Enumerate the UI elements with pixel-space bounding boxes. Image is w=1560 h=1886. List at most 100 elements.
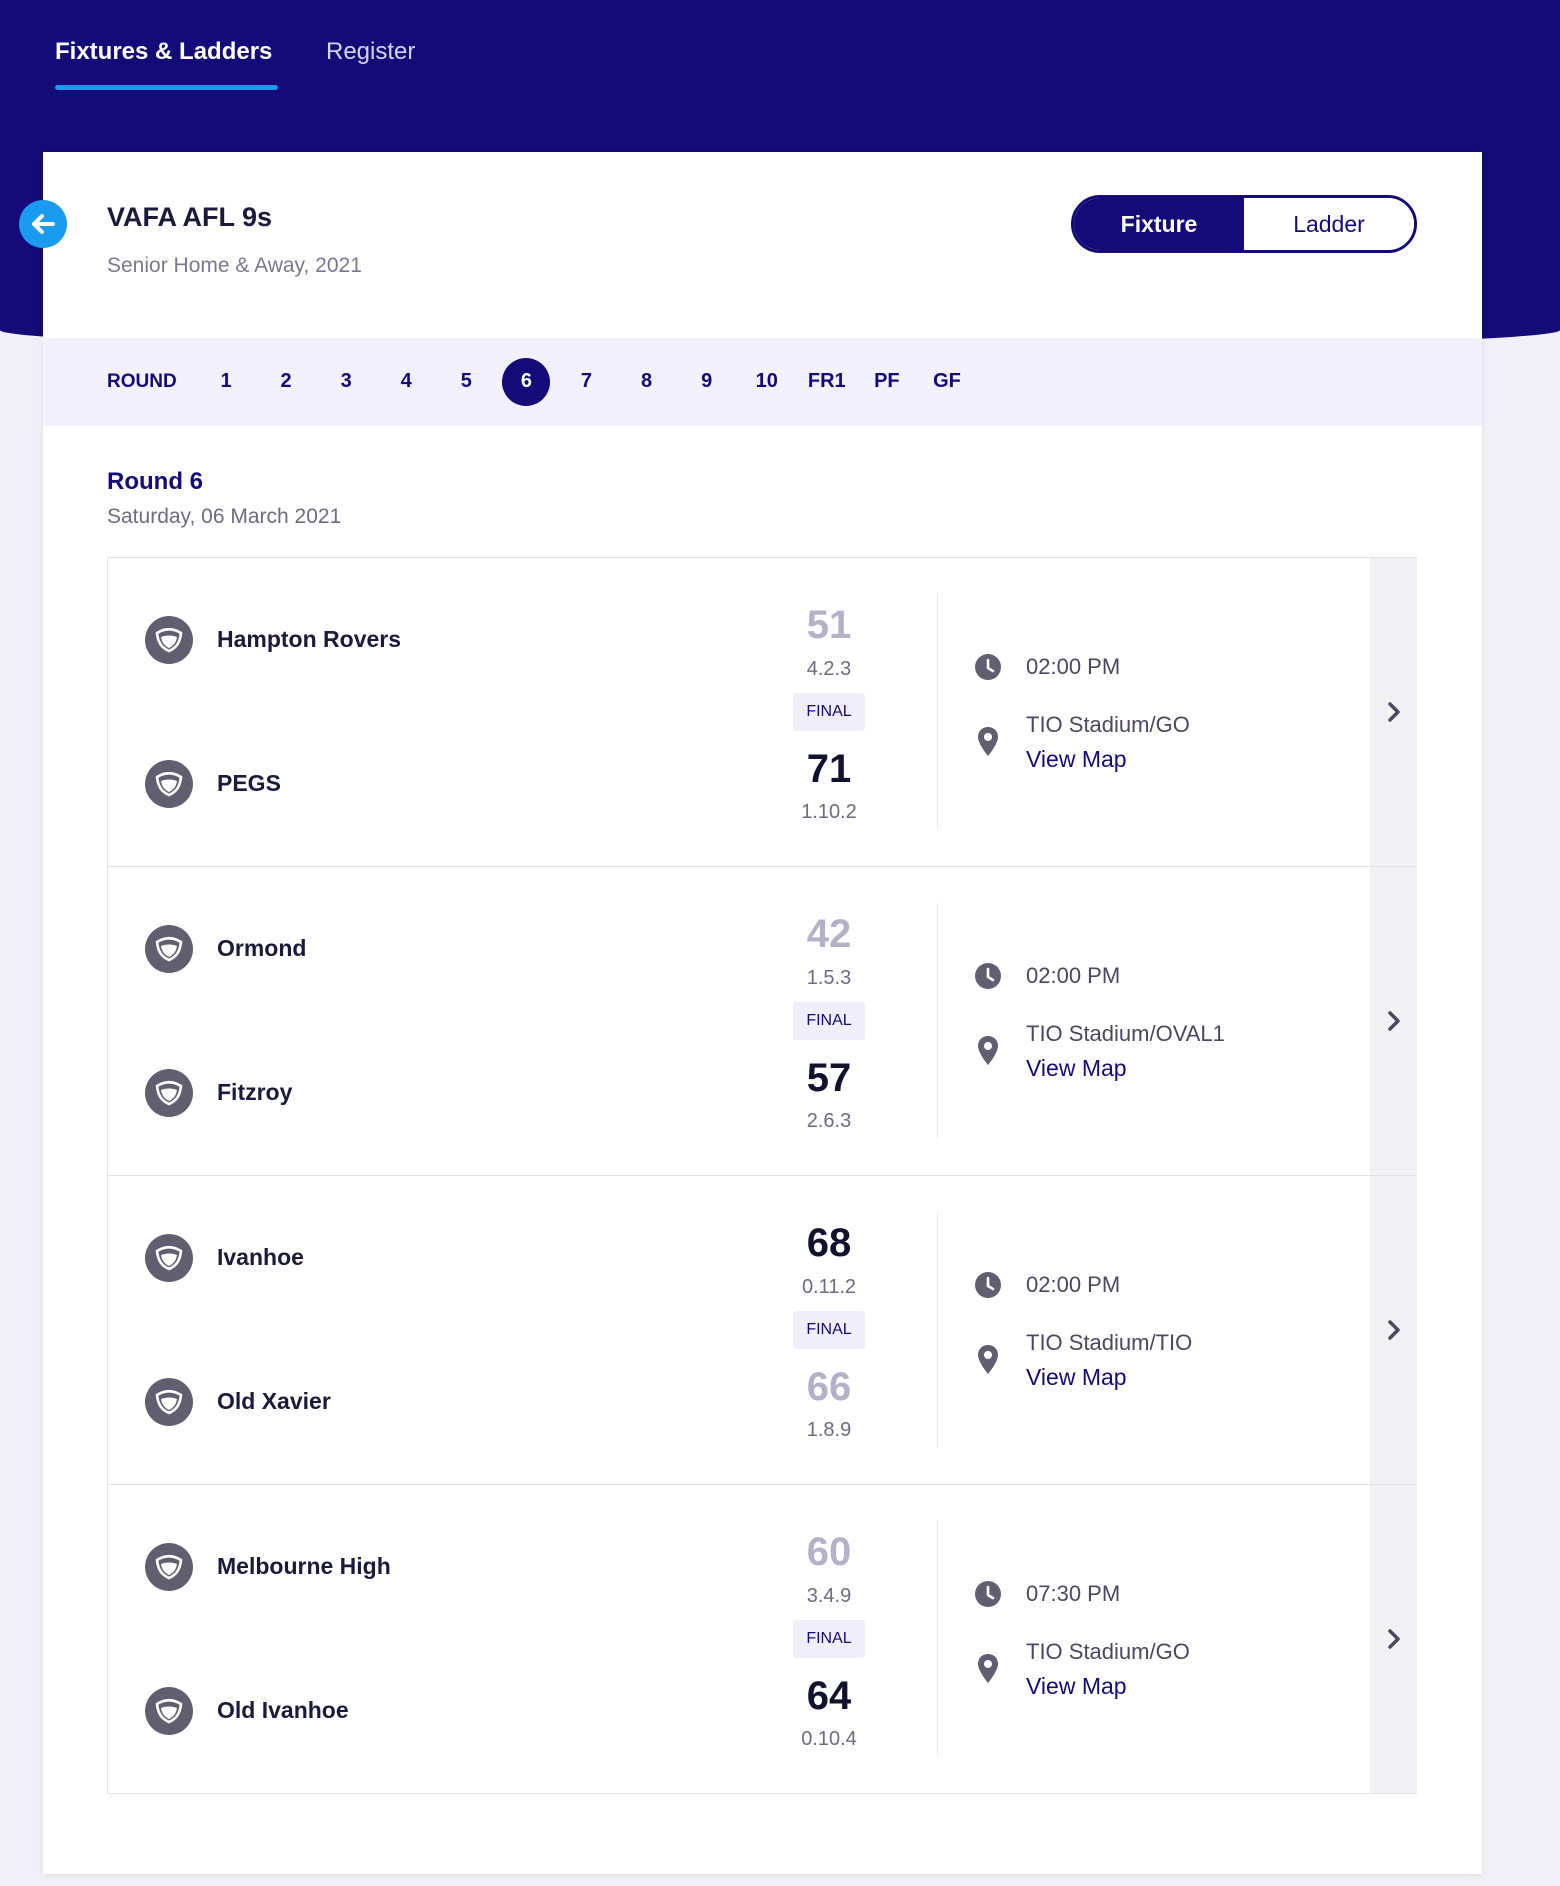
score-breakdown: 1.5.3 — [806, 967, 852, 989]
round-selected — [502, 358, 551, 406]
round-item[interactable]: 4 — [400, 370, 412, 392]
team-logo — [145, 1378, 193, 1426]
round-title: Round 6 — [107, 468, 203, 495]
match-row[interactable]: Ivanhoe 68 0.11.2 Old Xavier 66 1.8.9 FINAL 02:… — [107, 1175, 1417, 1485]
score-breakdown: 3.4.9 — [806, 1585, 852, 1607]
score-breakdown: 4.2.3 — [806, 658, 852, 680]
divider — [937, 1521, 938, 1756]
team-score: 71 — [806, 747, 852, 791]
team-name: Ormond — [217, 935, 307, 961]
round-item[interactable]: 1 — [220, 370, 232, 392]
chevron — [1382, 1007, 1406, 1040]
venue: TIO Stadium/GO — [1026, 712, 1190, 737]
toggle-option[interactable]: Ladder — [1244, 198, 1414, 250]
view-map-link[interactable]: View Map — [1026, 1055, 1127, 1081]
score-breakdown: 2.6.3 — [806, 1110, 852, 1132]
team-logo — [145, 1687, 193, 1735]
score-breakdown: 1.8.9 — [806, 1419, 852, 1441]
team-score: 64 — [806, 1674, 852, 1718]
round-item[interactable]: 9 — [701, 370, 713, 392]
tab-underline — [55, 85, 278, 90]
match-time: 02:00 PM — [1026, 1272, 1121, 1297]
match-row[interactable]: Ormond 42 1.5.3 Fitzroy 57 2.6.3 FINAL 02:00 PM… — [107, 866, 1417, 1176]
view-map-link[interactable]: View Map — [1026, 1673, 1127, 1699]
round-date: Saturday, 06 March 2021 — [107, 505, 342, 528]
chevron — [1382, 1625, 1406, 1658]
back-button[interactable] — [19, 200, 67, 248]
round-item[interactable]: 6 — [520, 370, 532, 392]
team-name: PEGS — [217, 770, 281, 796]
pin-icon — [976, 726, 1000, 763]
team-score: 42 — [806, 912, 852, 956]
clock-icon — [974, 1271, 1002, 1304]
team-logo — [145, 1543, 193, 1591]
team-logo — [145, 616, 193, 664]
nav-tab[interactable]: Register — [326, 38, 416, 65]
team-name: Fitzroy — [217, 1079, 293, 1105]
team-score: 57 — [806, 1056, 852, 1100]
divider — [937, 594, 938, 829]
round-item[interactable]: 8 — [640, 370, 653, 392]
status-badge: FINAL — [793, 1620, 865, 1658]
divider — [937, 1212, 938, 1447]
chevron — [1382, 1316, 1406, 1349]
team-logo — [145, 1234, 193, 1282]
round-label: ROUND — [107, 371, 177, 392]
score-breakdown: 0.10.4 — [801, 1728, 857, 1750]
pin-icon — [976, 1035, 1000, 1072]
competition-subtitle: Senior Home & Away, 2021 — [107, 254, 362, 277]
status-badge: FINAL — [793, 693, 865, 731]
venue: TIO Stadium/OVAL1 — [1026, 1021, 1225, 1046]
round-item[interactable]: 7 — [580, 370, 593, 392]
match-time: 07:30 PM — [1026, 1581, 1121, 1606]
clock-icon — [974, 962, 1002, 995]
round-item[interactable]: 3 — [340, 370, 352, 392]
view-toggle: Fixture Ladder — [1071, 195, 1417, 253]
pin-icon — [976, 1653, 1000, 1690]
view-map-link[interactable]: View Map — [1026, 746, 1127, 772]
row-arrow-strip[interactable] — [1370, 558, 1417, 866]
nav-tab[interactable]: Fixtures & Ladders — [55, 38, 273, 65]
divider — [937, 903, 938, 1138]
view-map-link[interactable]: View Map — [1026, 1364, 1127, 1390]
pin-icon — [976, 1344, 1000, 1381]
round-item[interactable]: 5 — [460, 370, 472, 392]
venue: TIO Stadium/GO — [1026, 1639, 1190, 1664]
team-name: Melbourne High — [217, 1553, 391, 1579]
match-time: 02:00 PM — [1026, 963, 1121, 988]
status-badge: FINAL — [793, 1311, 865, 1349]
round-item[interactable]: FR1 — [807, 370, 846, 392]
row-arrow-strip[interactable] — [1370, 867, 1417, 1175]
venue: TIO Stadium/TIO — [1026, 1330, 1193, 1355]
team-name: Old Xavier — [217, 1388, 331, 1414]
score-breakdown: 1.10.2 — [801, 801, 857, 823]
status-badge: FINAL — [793, 1002, 865, 1040]
team-score: 68 — [806, 1221, 852, 1265]
match-time: 02:00 PM — [1026, 654, 1121, 679]
team-score: 60 — [806, 1530, 852, 1574]
team-logo — [145, 760, 193, 808]
score-breakdown: 0.11.2 — [801, 1276, 857, 1298]
match-row[interactable]: Melbourne High 60 3.4.9 Old Ivanhoe 64 0.10.4… — [107, 1484, 1417, 1794]
team-name: Ivanhoe — [217, 1244, 304, 1270]
competition-title: VAFA AFL 9s — [107, 202, 273, 232]
match-row[interactable]: Hampton Rovers 51 4.2.3 PEGS 71 1.10.2 FINAL 02… — [107, 557, 1417, 867]
team-name: Old Ivanhoe — [217, 1697, 349, 1723]
team-name: Hampton Rovers — [217, 626, 402, 652]
toggle-option[interactable]: Fixture — [1074, 198, 1244, 250]
round-item[interactable]: GF — [933, 370, 961, 392]
round-item[interactable]: 10 — [755, 370, 778, 392]
team-score: 51 — [806, 603, 852, 647]
round-bar — [43, 338, 1482, 426]
clock-icon — [974, 653, 1002, 686]
team-logo — [145, 1069, 193, 1117]
round-item[interactable]: 2 — [280, 370, 292, 392]
chevron — [1382, 698, 1406, 731]
team-logo — [145, 925, 193, 973]
clock-icon — [974, 1580, 1002, 1613]
row-arrow-strip[interactable] — [1370, 1176, 1417, 1484]
round-item[interactable]: PF — [874, 370, 900, 392]
team-score: 66 — [806, 1365, 852, 1409]
row-arrow-strip[interactable] — [1370, 1485, 1417, 1793]
